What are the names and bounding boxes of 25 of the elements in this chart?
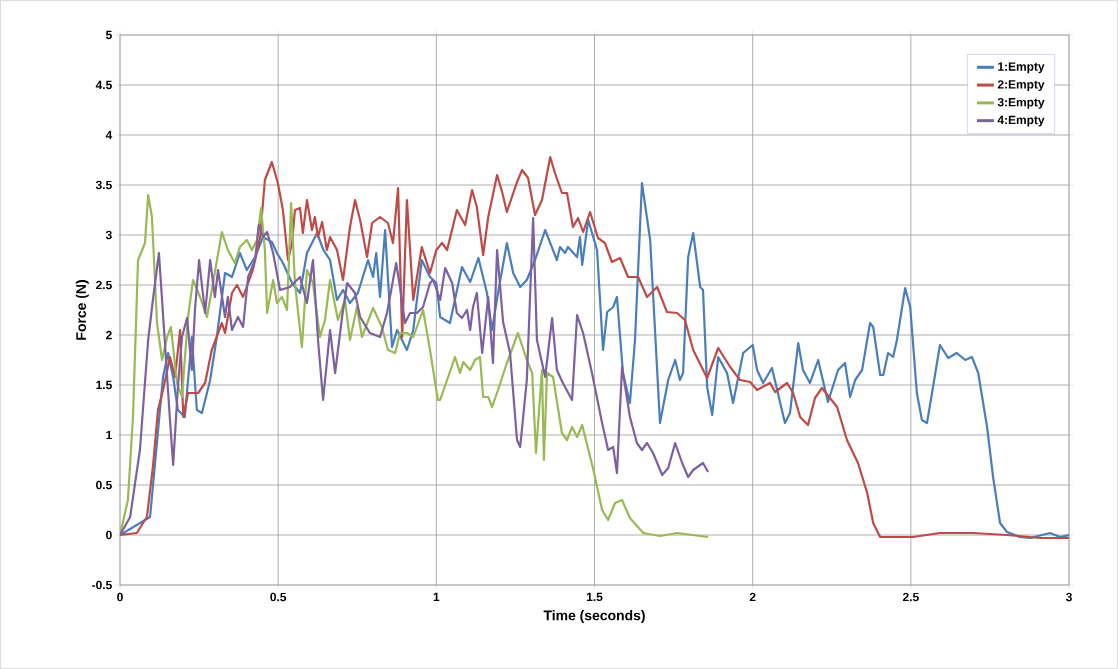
legend-label: 4:Empty xyxy=(997,115,1045,127)
y-tick-label: 0 xyxy=(106,530,112,540)
y-axis-title: Force (N) xyxy=(75,280,89,340)
x-axis-title: Time (seconds) xyxy=(543,610,645,624)
legend-label: 2:Empty xyxy=(997,80,1045,91)
legend-label: 1:Empty xyxy=(998,62,1045,74)
x-tick-label: 3 xyxy=(1065,592,1072,602)
y-tick-label: -0.5 xyxy=(92,580,112,590)
y-tick-label: 1 xyxy=(106,430,112,440)
x-tick-label: 0.5 xyxy=(270,592,287,602)
x-tick-label: 2.5 xyxy=(902,592,919,602)
x-tick-label: 0 xyxy=(117,592,123,602)
x-tick-label: 2 xyxy=(749,592,756,602)
y-tick-label: 3 xyxy=(105,230,112,240)
y-tick-label: 2.5 xyxy=(96,280,112,290)
y-tick-label: 1.5 xyxy=(96,380,112,390)
x-tick-label: 1 xyxy=(433,592,440,601)
y-tick-label: 5 xyxy=(105,30,112,40)
x-tick-label: 1.5 xyxy=(586,592,603,602)
y-tick-label: 4 xyxy=(105,130,113,140)
y-tick-label: 0.5 xyxy=(96,480,112,490)
legend-label: 3:Empty xyxy=(997,97,1045,109)
y-tick-label: 4.5 xyxy=(95,80,112,90)
y-tick-label: 2 xyxy=(106,330,112,340)
y-tick-label: 3.5 xyxy=(95,180,112,190)
